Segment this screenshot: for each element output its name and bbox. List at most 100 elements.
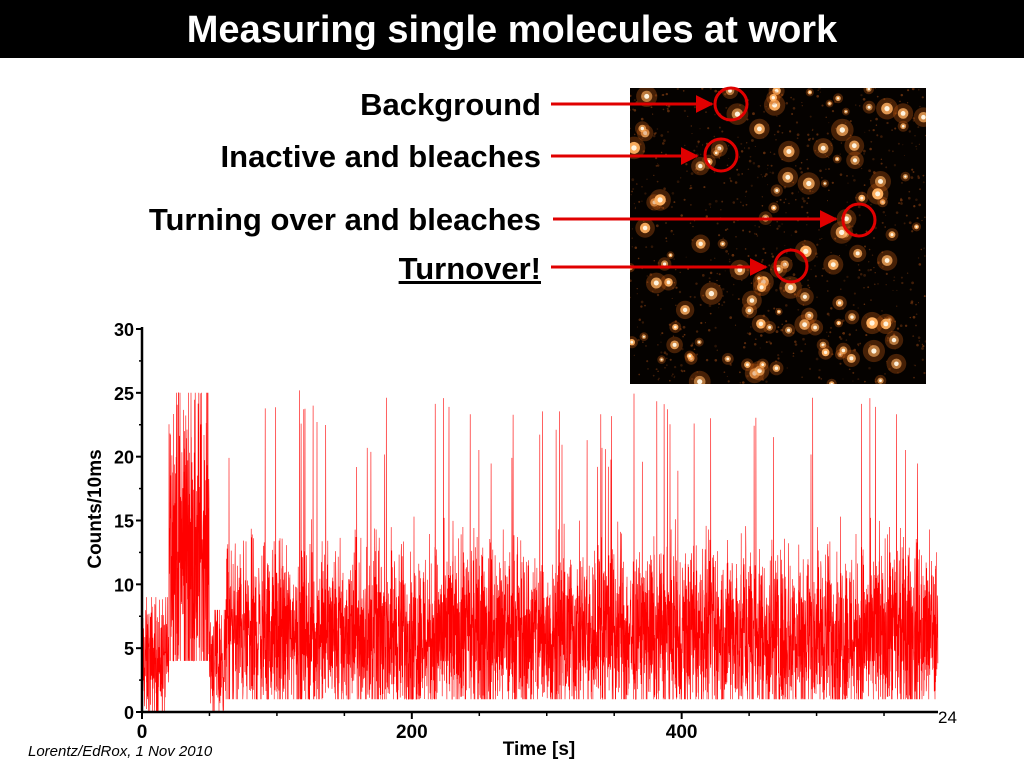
noise-speck: [701, 88, 704, 90]
noise-speck: [802, 199, 806, 203]
spot-core: [851, 143, 857, 149]
noise-speck: [910, 176, 914, 179]
noise-speck: [853, 348, 857, 352]
noise-speck: [742, 345, 746, 349]
noise-speck: [907, 89, 910, 92]
noise-speck: [894, 348, 896, 350]
noise-speck: [631, 190, 633, 193]
noise-speck: [817, 89, 819, 92]
noise-speck: [825, 116, 827, 118]
noise-speck: [806, 144, 810, 148]
noise-speck: [638, 318, 642, 321]
noise-speck: [849, 120, 852, 123]
noise-speck: [691, 238, 694, 242]
noise-speck: [834, 100, 837, 104]
noise-speck: [819, 238, 821, 240]
noise-speck: [798, 295, 800, 298]
noise-speck: [821, 274, 824, 277]
noise-speck: [855, 329, 858, 331]
noise-speck: [701, 274, 705, 277]
y-tick-label: 15: [114, 512, 134, 532]
spot-core: [836, 97, 840, 100]
noise-speck: [762, 314, 766, 318]
noise-speck: [808, 286, 811, 289]
noise-speck: [807, 197, 810, 200]
noise-speck: [758, 292, 761, 296]
noise-speck: [726, 228, 729, 231]
noise-speck: [745, 190, 748, 193]
spot-core: [771, 96, 775, 100]
spot-core: [813, 325, 817, 330]
noise-speck: [874, 283, 876, 286]
noise-speck: [631, 246, 633, 248]
noise-speck: [922, 344, 925, 348]
noise-speck: [804, 343, 807, 345]
noise-speck: [800, 161, 803, 164]
noise-speck: [640, 117, 644, 121]
noise-speck: [921, 343, 924, 346]
spot-core: [900, 111, 906, 116]
noise-speck: [842, 378, 844, 380]
noise-speck: [863, 380, 866, 383]
noise-speck: [839, 153, 841, 155]
noise-speck: [828, 314, 830, 317]
noise-speck: [732, 201, 736, 204]
noise-speck: [668, 379, 671, 382]
noise-speck: [831, 353, 834, 356]
noise-speck: [912, 315, 916, 319]
noise-speck: [839, 173, 843, 176]
noise-speck: [863, 303, 866, 305]
noise-speck: [683, 198, 686, 201]
noise-speck: [679, 271, 681, 274]
noise-speck: [820, 378, 823, 380]
noise-speck: [818, 88, 821, 90]
noise-speck: [771, 171, 775, 175]
noise-speck: [689, 295, 692, 298]
noise-speck: [830, 251, 832, 254]
noise-speck: [858, 163, 861, 166]
noise-speck: [670, 229, 673, 232]
noise-speck: [855, 197, 857, 199]
noise-speck: [801, 105, 803, 107]
noise-speck: [860, 93, 863, 97]
noise-speck: [667, 131, 669, 133]
noise-speck: [721, 287, 725, 291]
noise-speck: [913, 376, 915, 379]
noise-speck: [883, 316, 886, 320]
noise-speck: [764, 175, 767, 178]
noise-speck: [734, 324, 737, 326]
noise-speck: [745, 142, 748, 144]
spot-core: [901, 124, 905, 128]
noise-speck: [646, 281, 649, 283]
noise-speck: [819, 169, 822, 173]
noise-speck: [641, 321, 645, 324]
noise-speck: [675, 286, 678, 289]
spot-core: [663, 262, 667, 266]
noise-speck: [697, 171, 699, 174]
noise-speck: [754, 338, 757, 341]
noise-speck: [777, 224, 781, 228]
noise-speck: [883, 98, 886, 101]
noise-speck: [918, 143, 920, 145]
noise-speck: [638, 373, 641, 376]
noise-speck: [764, 251, 767, 254]
noise-speck: [795, 165, 797, 167]
noise-speck: [660, 334, 662, 336]
noise-speck: [639, 143, 642, 146]
noise-speck: [673, 375, 676, 378]
noise-speck: [673, 258, 675, 260]
spot-core: [806, 180, 812, 187]
noise-speck: [871, 254, 874, 256]
noise-speck: [652, 374, 655, 377]
noise-speck: [702, 294, 705, 297]
noise-speck: [765, 380, 768, 384]
noise-speck: [920, 248, 923, 251]
noise-speck: [831, 138, 834, 140]
noise-speck: [631, 178, 635, 182]
spot-core: [669, 254, 672, 257]
noise-speck: [896, 327, 900, 330]
noise-speck: [630, 296, 631, 299]
noise-speck: [918, 263, 922, 266]
noise-speck: [767, 164, 769, 166]
noise-speck: [826, 200, 829, 202]
